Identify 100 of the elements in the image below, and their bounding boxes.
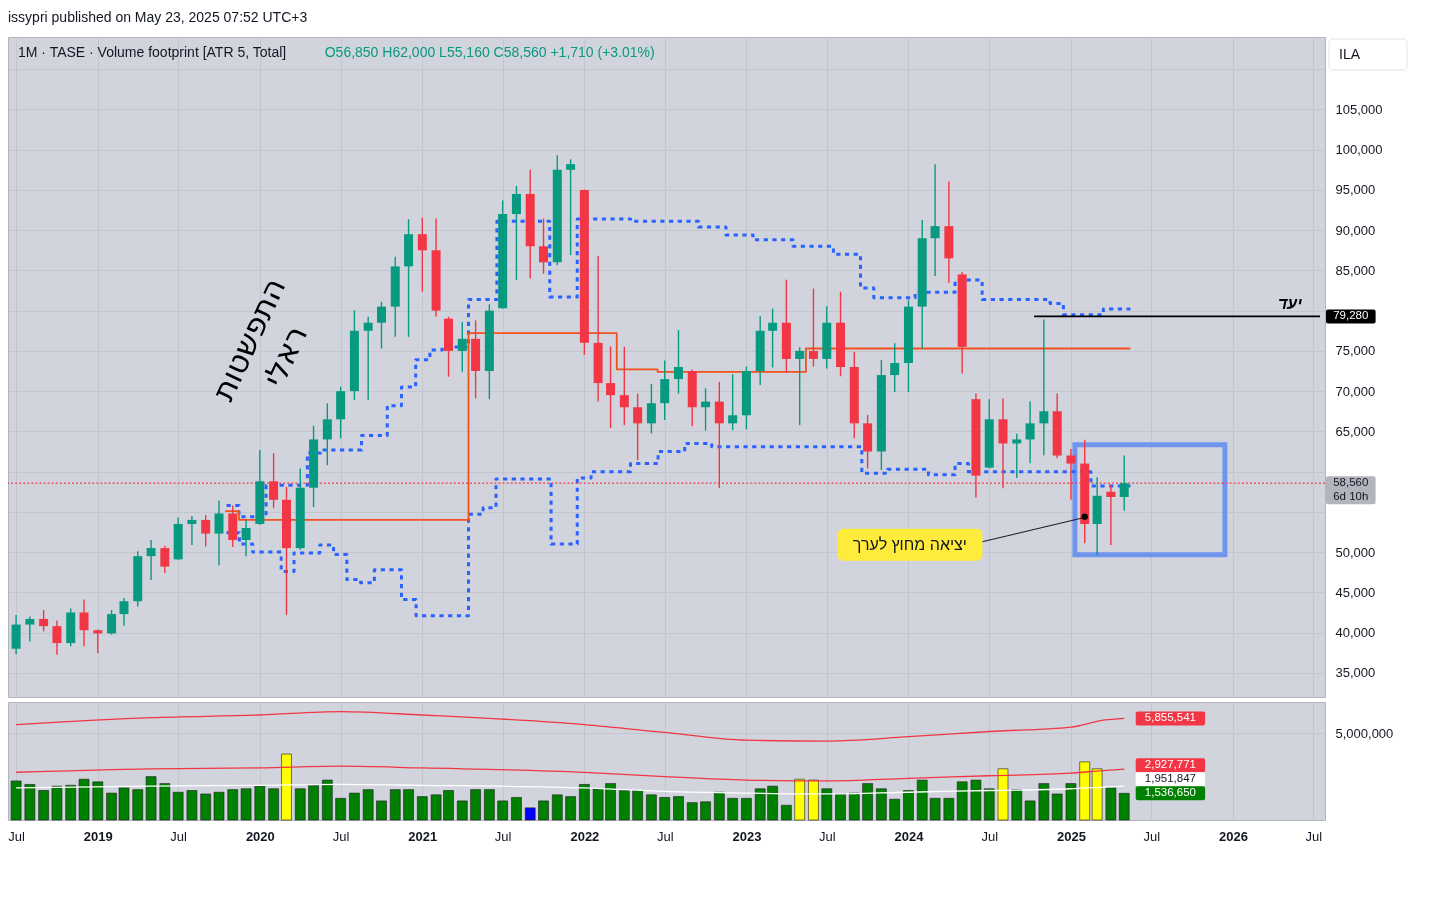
annotation: 1,536,650: [1144, 786, 1196, 799]
x-tick-label: Jul: [1305, 828, 1323, 844]
bar: [213, 791, 225, 821]
x-tick-label: 2023: [732, 828, 762, 844]
bar: [456, 800, 468, 821]
y-tick-label: 90,000: [1335, 222, 1376, 238]
data-label: 5,855,541: [1144, 711, 1196, 724]
bar: [484, 789, 495, 821]
bar: [172, 791, 184, 821]
candlestick: [160, 544, 170, 574]
bar: [551, 794, 563, 821]
bar: [470, 789, 481, 821]
x-tick-label: 2020: [245, 828, 275, 844]
annotation: יציאה מחוץ לערך: [852, 535, 967, 553]
candlestick: [728, 373, 738, 431]
bar: [186, 790, 198, 821]
x-tick-label: 2021: [408, 828, 438, 844]
y-tick-label: 100,000: [1335, 142, 1383, 158]
bar: [781, 804, 792, 821]
bar: [511, 797, 522, 821]
x-tick-label: 2024: [894, 828, 925, 844]
candlestick: [187, 515, 197, 546]
y-tick-label: 45,000: [1335, 584, 1376, 600]
bar: [714, 791, 725, 821]
bar: [889, 798, 900, 821]
candlestick: [1106, 484, 1116, 546]
bar: [565, 796, 576, 821]
y-tick-label: 85,000: [1335, 262, 1376, 278]
candlestick: [566, 158, 576, 256]
bar: [389, 789, 401, 821]
text: 6d 10h: [1333, 490, 1369, 503]
y-tick-label: 35,000: [1335, 665, 1376, 681]
bar: [417, 796, 428, 821]
bar: [956, 781, 968, 821]
y-tick-label: 5,000,000: [1335, 725, 1394, 741]
candlestick: [619, 346, 629, 426]
x-tick-label: 2019: [83, 828, 113, 844]
bar: [821, 788, 833, 821]
bar: [524, 807, 536, 821]
candlestick: [107, 609, 117, 636]
candlestick: [511, 185, 521, 281]
bar: [78, 778, 90, 821]
bar: [294, 788, 306, 821]
bar: [65, 784, 77, 821]
bar: [903, 790, 914, 821]
candlestick: [606, 345, 616, 429]
bar: [268, 788, 279, 821]
bar: [497, 800, 508, 821]
bar: [727, 798, 738, 821]
bar: [10, 780, 22, 821]
x-tick-label: Jul: [818, 828, 836, 844]
candlestick: [808, 287, 818, 368]
candlestick: [93, 628, 103, 654]
annotation: התפשטות ראלי: [204, 272, 315, 407]
candlestick: [768, 307, 778, 369]
bar: [362, 789, 374, 821]
candlestick: [52, 619, 62, 656]
bar: [132, 789, 144, 821]
candlestick: [1039, 318, 1049, 456]
bar: [1051, 793, 1063, 821]
y-tick-label: 70,000: [1335, 383, 1376, 399]
candlestick: [890, 342, 900, 393]
candlestick: [417, 217, 427, 293]
bar: [741, 798, 752, 821]
candlestick: [241, 519, 251, 557]
bar: [335, 798, 346, 821]
bar: [227, 789, 239, 821]
x-tick-label: Jul: [170, 828, 188, 844]
bar: [835, 793, 846, 821]
candlestick: [363, 316, 373, 401]
candlestick: [646, 383, 656, 435]
bar: [619, 790, 630, 821]
bar: [686, 802, 698, 821]
bar: [700, 801, 711, 821]
y-tick-label: 105,000: [1335, 101, 1383, 117]
bar: [1011, 789, 1023, 821]
y-tick-label: 50,000: [1335, 544, 1376, 560]
x-tick-label: Jul: [981, 828, 999, 844]
candlestick: [539, 217, 549, 275]
candlestick: [146, 539, 156, 581]
ref-line-label: 58,560: [1333, 476, 1369, 489]
candlestick: [79, 598, 89, 647]
bar: [943, 798, 955, 821]
y-tick-label: 75,000: [1335, 343, 1376, 359]
bar: [322, 779, 333, 821]
bar: [403, 789, 414, 821]
series-label: יעד: [1277, 295, 1303, 313]
candlestick: [673, 329, 683, 395]
candlestick: [1012, 433, 1022, 479]
bar: [659, 797, 671, 821]
bar: [38, 790, 49, 821]
text: O56,850 H62,000 L55,160 C58,560 +1,710 (+3.01%): [324, 44, 655, 60]
bar: [997, 768, 1009, 821]
bar: [24, 784, 36, 821]
bar: [281, 753, 292, 821]
x-tick-label: Jul: [494, 828, 512, 844]
x-tick-label: Jul: [1143, 828, 1161, 844]
candlestick: [322, 402, 332, 466]
bar: [308, 784, 319, 821]
bar: [794, 778, 805, 821]
